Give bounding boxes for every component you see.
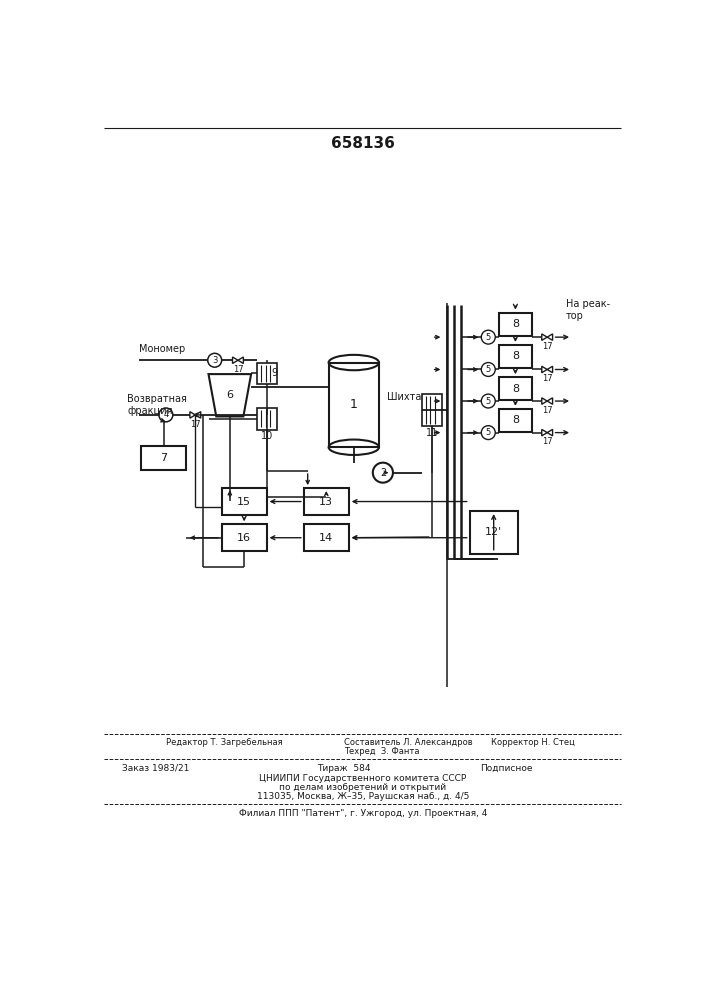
Text: 4: 4 [163,410,168,419]
Text: 1: 1 [350,398,358,411]
Text: 16: 16 [237,533,251,543]
Polygon shape [542,398,547,404]
Polygon shape [209,374,251,416]
Bar [222,524,267,551]
Bar [141,446,186,470]
Bar [304,524,349,551]
Text: Филиал ППП "Патент", г. Ужгород, ул. Проектная, 4: Филиал ППП "Патент", г. Ужгород, ул. Про… [238,809,487,818]
Circle shape [481,330,495,344]
Text: 12': 12' [485,527,503,537]
Text: 5: 5 [486,397,491,406]
Polygon shape [542,334,547,340]
Polygon shape [547,334,553,340]
Bar [499,377,532,400]
Text: 6: 6 [226,390,233,400]
Text: 14: 14 [320,533,334,543]
Text: 11: 11 [426,428,438,438]
Circle shape [481,394,495,408]
Text: Редактор Т. Загребельная: Редактор Т. Загребельная [166,738,283,747]
Bar [304,488,349,515]
Text: Мономер: Мономер [139,344,185,354]
Text: 17: 17 [190,420,201,429]
Text: ЦНИИПИ Государственного комитета СССР: ЦНИИПИ Государственного комитета СССР [259,774,467,783]
Bar [222,488,267,515]
Polygon shape [190,412,195,418]
Polygon shape [542,429,547,436]
Circle shape [481,426,495,440]
Polygon shape [233,357,238,363]
Text: 8: 8 [512,384,519,394]
Polygon shape [547,429,553,436]
Text: Подписное: Подписное [480,764,532,773]
Text: 2: 2 [380,468,386,478]
Circle shape [208,353,222,367]
Circle shape [481,363,495,376]
Text: 5: 5 [486,365,491,374]
Bar [421,394,442,426]
Text: 3: 3 [212,356,217,365]
Text: 113035, Москва, Ж–35, Раушская наб., д. 4/5: 113035, Москва, Ж–35, Раушская наб., д. … [257,792,469,801]
Text: Возвратная
фракция: Возвратная фракция [127,394,187,416]
Text: 17: 17 [542,342,552,351]
Polygon shape [542,366,547,373]
Polygon shape [547,398,553,404]
Polygon shape [238,357,243,363]
Bar [257,363,277,384]
Text: 5: 5 [486,428,491,437]
Text: 17: 17 [542,374,552,383]
Polygon shape [195,412,201,418]
Bar [499,409,532,432]
Bar [257,408,277,430]
Text: 17: 17 [542,406,552,415]
Bar [499,345,532,368]
Text: Тираж  584: Тираж 584 [317,764,370,773]
Text: На реак-
тор: На реак- тор [566,299,610,321]
Text: Заказ 1983/21: Заказ 1983/21 [122,764,190,773]
Bar [329,363,379,447]
Text: 9: 9 [271,368,277,378]
Text: 13: 13 [320,497,333,507]
Text: 658136: 658136 [331,136,395,151]
Bar [469,511,518,554]
Text: 15: 15 [237,497,251,507]
Circle shape [159,408,173,422]
Bar [499,312,532,336]
Text: 8: 8 [512,351,519,361]
Text: 17: 17 [542,437,552,446]
Circle shape [373,463,393,483]
Text: Шихта: Шихта [387,392,421,402]
Text: 5: 5 [486,333,491,342]
Text: 7: 7 [160,453,167,463]
Text: 8: 8 [512,319,519,329]
Text: Корректор Н. Стец: Корректор Н. Стец [491,738,575,747]
Text: 10: 10 [262,431,274,441]
Text: Составитель Л. Александров: Составитель Л. Александров [344,738,473,747]
Polygon shape [547,366,553,373]
Text: Техред  З. Фанта: Техред З. Фанта [344,747,420,756]
Text: 8: 8 [512,415,519,425]
Text: по делам изобретений и открытий: по делам изобретений и открытий [279,783,446,792]
Text: 17: 17 [233,365,243,374]
